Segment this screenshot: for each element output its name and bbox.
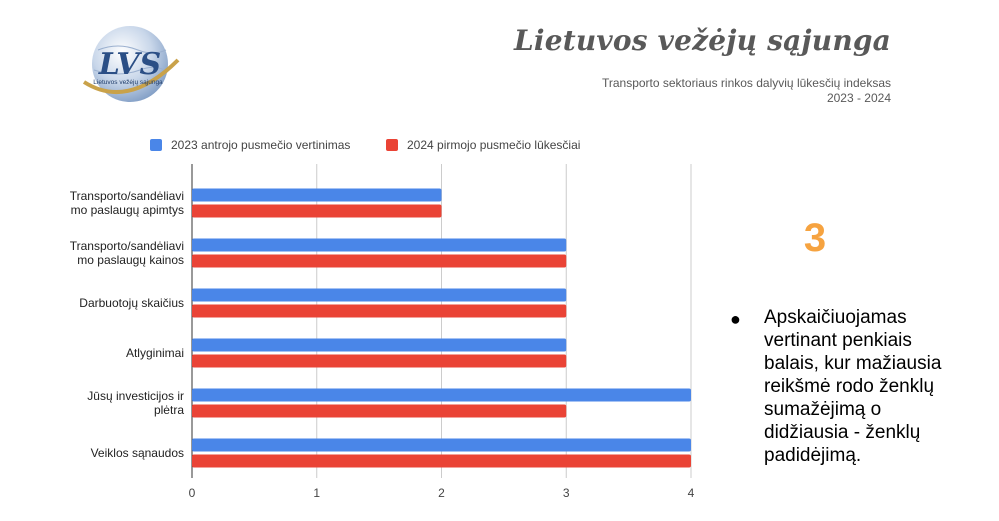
category-label: Atlyginimai	[126, 346, 184, 360]
bar-series2	[192, 354, 567, 368]
category-label: Transporto/sandėliavi	[70, 189, 184, 203]
legend-item-series1: 2023 antrojo pusmečio vertinimas	[150, 138, 350, 152]
bar-series1	[192, 438, 691, 452]
bullet-icon: ●	[730, 309, 741, 329]
logo-text: LVS	[98, 47, 161, 82]
legend-item-series2: 2024 pirmojo pusmečio lūkesčiai	[386, 138, 580, 152]
category-label: Veiklos sąnaudos	[91, 446, 184, 460]
bar-series2	[192, 404, 567, 418]
category-label: Darbuotojų skaičius	[79, 296, 184, 310]
legend-swatch-series1	[150, 139, 162, 151]
x-tick-label: 1	[313, 486, 320, 500]
bar-series2	[192, 204, 442, 218]
category-label: plėtra	[154, 403, 184, 417]
bar-series1	[192, 188, 442, 202]
bar-series2	[192, 304, 567, 318]
bar-series2	[192, 254, 567, 268]
subtitle-line-1: Transporto sektoriaus rinkos dalyvių lūk…	[601, 76, 891, 90]
bullet-text: Apskaičiuojamas vertinant penkiais balai…	[764, 307, 942, 466]
logo-caption: Lietuvos vežėjų sąjunga	[93, 79, 163, 86]
category-label: Jūsų investicijos ir	[87, 389, 184, 403]
category-label: Transporto/sandėliavi	[70, 239, 184, 253]
bar-series1	[192, 338, 567, 352]
bar-series1	[192, 388, 691, 402]
bar-series1	[192, 238, 567, 252]
subtitle: Transporto sektoriaus rinkos dalyvių lūk…	[602, 76, 891, 106]
x-tick-label: 0	[189, 486, 196, 500]
legend-swatch-series2	[386, 139, 398, 151]
x-tick-label: 3	[563, 486, 570, 500]
highlight-number: 3	[803, 216, 827, 260]
bar-series2	[192, 454, 691, 468]
lvs-logo: LVS Lietuvos vežėjų sąjunga	[82, 26, 180, 102]
subtitle-line-2: 2023 - 2024	[826, 91, 891, 105]
x-tick-label: 4	[688, 486, 695, 500]
x-tick-label: 2	[438, 486, 445, 500]
brand-title: Lietuvos vežėjų sąjunga	[514, 24, 891, 57]
bar-series1	[192, 288, 567, 302]
legend-label-series1: 2023 antrojo pusmečio vertinimas	[171, 138, 351, 152]
category-label: mo paslaugų apimtys	[71, 203, 184, 217]
category-label: mo paslaugų kainos	[77, 253, 184, 267]
legend-label-series2: 2024 pirmojo pusmečio lūkesčiai	[407, 138, 581, 152]
